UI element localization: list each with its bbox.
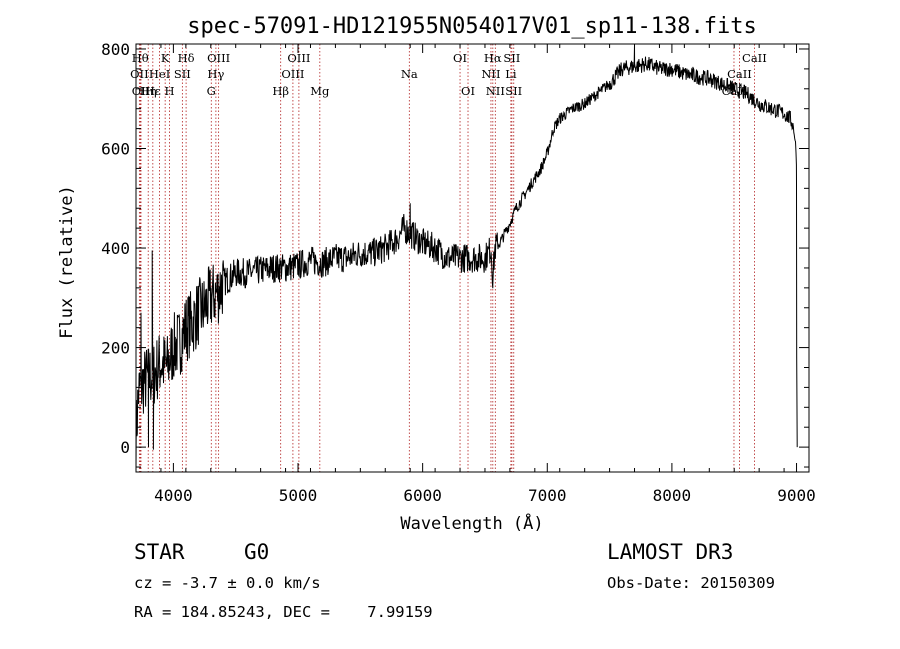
line-label-4: Hε: [145, 84, 161, 98]
y-tick-label-1: 200: [101, 339, 130, 358]
chart-title: spec-57091-HD121955N054017V01_sp11-138.f…: [187, 14, 757, 39]
line-labels: HθOIIOIIHηHεHeIKHSIIHδGHγOIIIHβOIIIOIIIM…: [130, 51, 767, 98]
y-tick-label-0: 0: [120, 438, 130, 457]
observation-date: Obs-Date: 20150309: [607, 574, 775, 592]
line-label-6: K: [161, 51, 170, 65]
line-label-9: Hδ: [178, 51, 195, 65]
line-label-22: NII: [486, 84, 505, 98]
line-label-11: Hγ: [207, 67, 224, 81]
line-label-3: Hη: [140, 84, 157, 98]
x-tick-label-0: 4000: [154, 486, 193, 505]
flux-series-line: [135, 44, 798, 472]
line-label-20: NII: [481, 67, 500, 81]
line-label-17: Na: [401, 67, 418, 81]
line-label-16: Mg: [310, 84, 330, 98]
y-tick-label-2: 400: [101, 239, 130, 258]
line-label-1: OII: [130, 67, 149, 81]
y-axis-ticks: 0 200 400 600 800: [101, 40, 809, 468]
line-label-14: OIII: [281, 67, 304, 81]
x-tick-label-1: 5000: [279, 486, 318, 505]
line-label-23: Li: [505, 67, 517, 81]
x-tick-label-2: 6000: [403, 486, 442, 505]
line-label-24: SII: [503, 51, 520, 65]
line-label-13: Hβ: [272, 84, 289, 98]
line-label-8: SII: [174, 67, 191, 81]
object-class: STAR: [134, 540, 185, 564]
line-label-12: OIII: [207, 51, 230, 65]
line-label-27: CaII: [727, 67, 752, 81]
line-label-10: G: [207, 84, 216, 98]
x-tick-label-4: 8000: [653, 486, 692, 505]
line-label-7: H: [165, 84, 175, 98]
survey-name: LAMOST DR3: [607, 540, 734, 564]
x-tick-label-3: 7000: [528, 486, 567, 505]
line-label-0: Hθ: [132, 51, 149, 65]
sky-coordinates: RA = 184.85243, DEC = 7.99159: [134, 603, 433, 621]
y-tick-label-3: 600: [101, 140, 130, 159]
line-label-5: HeI: [149, 67, 170, 81]
line-label-28: CaII: [742, 51, 767, 65]
plot-frame: [135, 43, 810, 473]
line-label-19: OI: [461, 84, 475, 98]
line-label-25: SII: [505, 84, 522, 98]
line-label-21: Hα: [484, 51, 502, 65]
line-label-18: OI: [453, 51, 467, 65]
line-label-15: OIII: [287, 51, 310, 65]
y-tick-label-4: 800: [101, 40, 130, 59]
x-tick-label-5: 9000: [777, 486, 816, 505]
y-axis-label: Flux (relative): [57, 185, 77, 339]
x-axis-ticks: 4000 5000 6000 7000 8000 9000: [135, 44, 816, 505]
x-axis-label: Wavelength (Å): [400, 512, 543, 534]
object-subclass: G0: [244, 540, 270, 564]
redshift-velocity: cz = -3.7 ± 0.0 km/s: [134, 574, 321, 592]
